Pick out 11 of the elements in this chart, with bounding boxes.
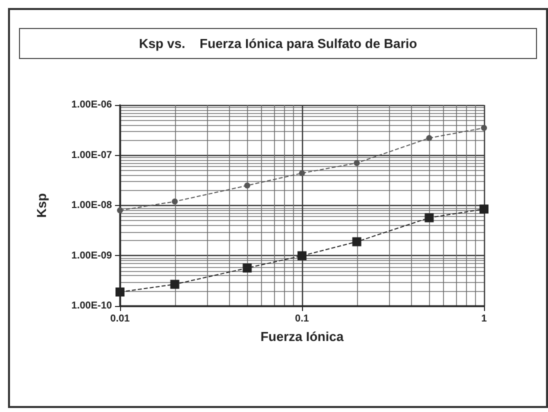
y-tick-label: 1.00E-07 [71,150,112,161]
x-tick-label: 0.01 [110,314,130,324]
y-tick-label: 1.00E-06 [71,100,112,110]
x-tick-label: 1 [481,314,488,324]
chart-title: Ksp vs. Fuerza Iónica para Sulfato de Bario [138,36,418,51]
x-tick-label: 0.1 [295,314,310,324]
x-axis-title: Fuerza Iónica [260,329,344,344]
y-tick-label: 1.00E-10 [71,300,112,312]
y-tick-label: 1.00E-09 [71,250,112,262]
y-axis-title: Ksp [34,193,49,218]
y-tick-label: 1.00E-08 [71,200,112,211]
